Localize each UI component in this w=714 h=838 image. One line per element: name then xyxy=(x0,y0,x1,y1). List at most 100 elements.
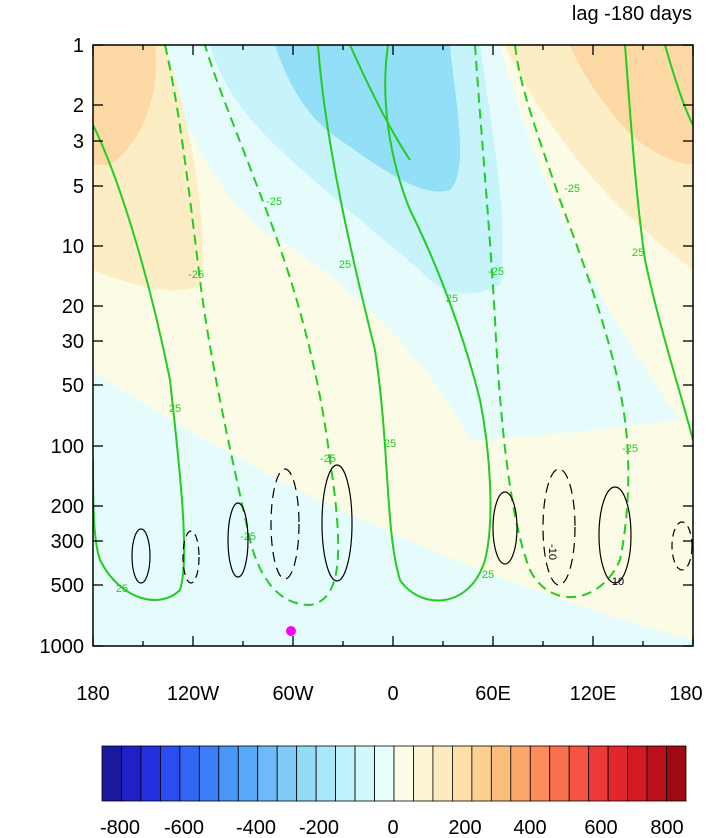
contour-label-8: 25 xyxy=(384,438,396,450)
colorbar-swatch xyxy=(296,745,317,802)
x-tick-label: 180 xyxy=(669,683,702,705)
contour-solid-3 xyxy=(349,45,411,161)
colorbar-swatch xyxy=(451,745,473,802)
shade-cyan-lowerleft xyxy=(93,372,693,646)
contour-label-10: 25 xyxy=(482,569,494,581)
colorbar-label: 200 xyxy=(448,817,481,838)
colorbar xyxy=(101,745,687,802)
colorbar-label: 600 xyxy=(584,817,617,838)
green-contour-labels: 25 25 -25 -25 -25 -25 25 25 25 25 -25 -2… xyxy=(116,183,644,595)
x-tick-label: 120W xyxy=(167,683,219,705)
colorbar-swatch xyxy=(646,745,667,802)
colorbar-swatch xyxy=(490,745,512,802)
contour-solid-4 xyxy=(624,45,693,441)
shaded-field xyxy=(93,45,693,646)
colorbar-swatch xyxy=(510,745,531,802)
colorbar-swatch xyxy=(354,745,375,802)
colorbar-swatch xyxy=(315,745,337,802)
colorbar-swatch xyxy=(159,745,181,802)
colorbar-label: -800 xyxy=(100,817,140,838)
colorbar-swatch xyxy=(413,745,434,802)
y-tick-label: 10 xyxy=(62,236,84,258)
contour-label-14: 25 xyxy=(632,247,644,259)
contour-solid-2 xyxy=(317,45,492,602)
colorbar-swatch xyxy=(121,745,142,802)
y-tick-label: 20 xyxy=(62,296,84,318)
colorbar-swatch xyxy=(549,745,570,802)
colorbar-label: -400 xyxy=(236,817,276,838)
y-tick-label: 2 xyxy=(73,95,84,117)
colorbar-swatch xyxy=(218,745,239,802)
colorbar-swatch xyxy=(198,745,220,802)
x-tick-label: 120E xyxy=(570,683,617,705)
colorbar-swatch xyxy=(627,745,648,802)
contour-solid-1 xyxy=(93,124,186,601)
contour-label-4: -25 xyxy=(266,196,282,208)
black-contour-9 xyxy=(671,521,693,571)
contour-label-11: -25 xyxy=(488,266,504,278)
colorbar-swatch xyxy=(140,745,161,802)
colorbar-swatch xyxy=(393,745,414,802)
black-contour-4 xyxy=(270,468,300,580)
y-tick-label: 200 xyxy=(51,496,84,518)
black-contour-2 xyxy=(182,530,200,584)
contour-label-1: 25 xyxy=(169,403,181,415)
colorbar-label: -600 xyxy=(164,817,204,838)
colorbar-swatch xyxy=(432,745,453,802)
contour-label-9: 25 xyxy=(446,293,458,305)
colorbar-swatch xyxy=(471,745,492,802)
contour-label-7: 25 xyxy=(339,259,351,271)
contour-label-12: -25 xyxy=(564,183,580,195)
shade-orange-right-deep xyxy=(570,45,693,165)
y-tick-label: 5 xyxy=(73,176,84,198)
colorbar-swatch xyxy=(529,745,551,802)
colorbar-swatch xyxy=(588,745,609,802)
colorbar-swatch xyxy=(257,745,278,802)
black-label-1: -10 xyxy=(546,544,558,560)
y-tick-label: 30 xyxy=(62,331,84,353)
contour-dashed-2 xyxy=(474,45,630,599)
contour-label-5: -25 xyxy=(320,453,336,465)
black-contour-1 xyxy=(131,528,151,584)
colorbar-swatch xyxy=(607,745,629,802)
contour-dashed-1 xyxy=(164,45,340,607)
contour-label-3: -25 xyxy=(188,269,204,281)
contour-label-2: 25 xyxy=(116,583,128,595)
y-tick-labels: 1 2 3 5 10 20 30 50 100 200 300 500 1000 xyxy=(40,35,85,658)
shade-orange-left-deep xyxy=(93,45,156,165)
black-contour-labels: -10 10 xyxy=(546,544,624,588)
axis-ticks xyxy=(92,44,694,647)
colorbar-swatch xyxy=(374,745,395,802)
black-contour-8 xyxy=(598,486,632,584)
x-tick-labels: 180 120W 60W 0 60E 120E 180 xyxy=(76,683,702,705)
y-tick-label: 50 xyxy=(62,375,84,397)
black-contours xyxy=(131,464,693,586)
colorbar-swatch xyxy=(568,745,590,802)
y-tick-label: 1 xyxy=(73,35,84,57)
colorbar-labels: -800 -600 -400 -200 0 200 400 600 800 xyxy=(100,817,684,838)
colorbar-swatch xyxy=(335,745,356,802)
y-tick-label: 100 xyxy=(51,436,84,458)
base-point-marker xyxy=(286,626,296,636)
black-contour-3 xyxy=(227,502,249,578)
green-contours xyxy=(93,45,693,607)
x-tick-label: 60W xyxy=(272,683,313,705)
black-contour-6 xyxy=(492,491,518,565)
colorbar-swatch xyxy=(276,745,298,802)
x-tick-label: 60E xyxy=(475,683,511,705)
y-tick-label: 3 xyxy=(73,131,84,153)
colorbar-swatch xyxy=(237,745,259,802)
chart-title: lag -180 days xyxy=(572,3,692,25)
colorbar-label: 0 xyxy=(387,817,398,838)
x-tick-label: 0 xyxy=(387,683,398,705)
black-label-2: 10 xyxy=(612,576,624,588)
y-tick-label: 500 xyxy=(51,575,84,597)
black-contour-7 xyxy=(542,468,576,586)
y-tick-label: 300 xyxy=(51,531,84,553)
colorbar-swatch xyxy=(666,745,687,802)
colorbar-label: -200 xyxy=(299,817,339,838)
contour-solid-5 xyxy=(664,45,693,126)
black-contour-5 xyxy=(321,464,353,582)
colorbar-label: 800 xyxy=(650,817,683,838)
contour-label-13: -25 xyxy=(622,443,638,455)
